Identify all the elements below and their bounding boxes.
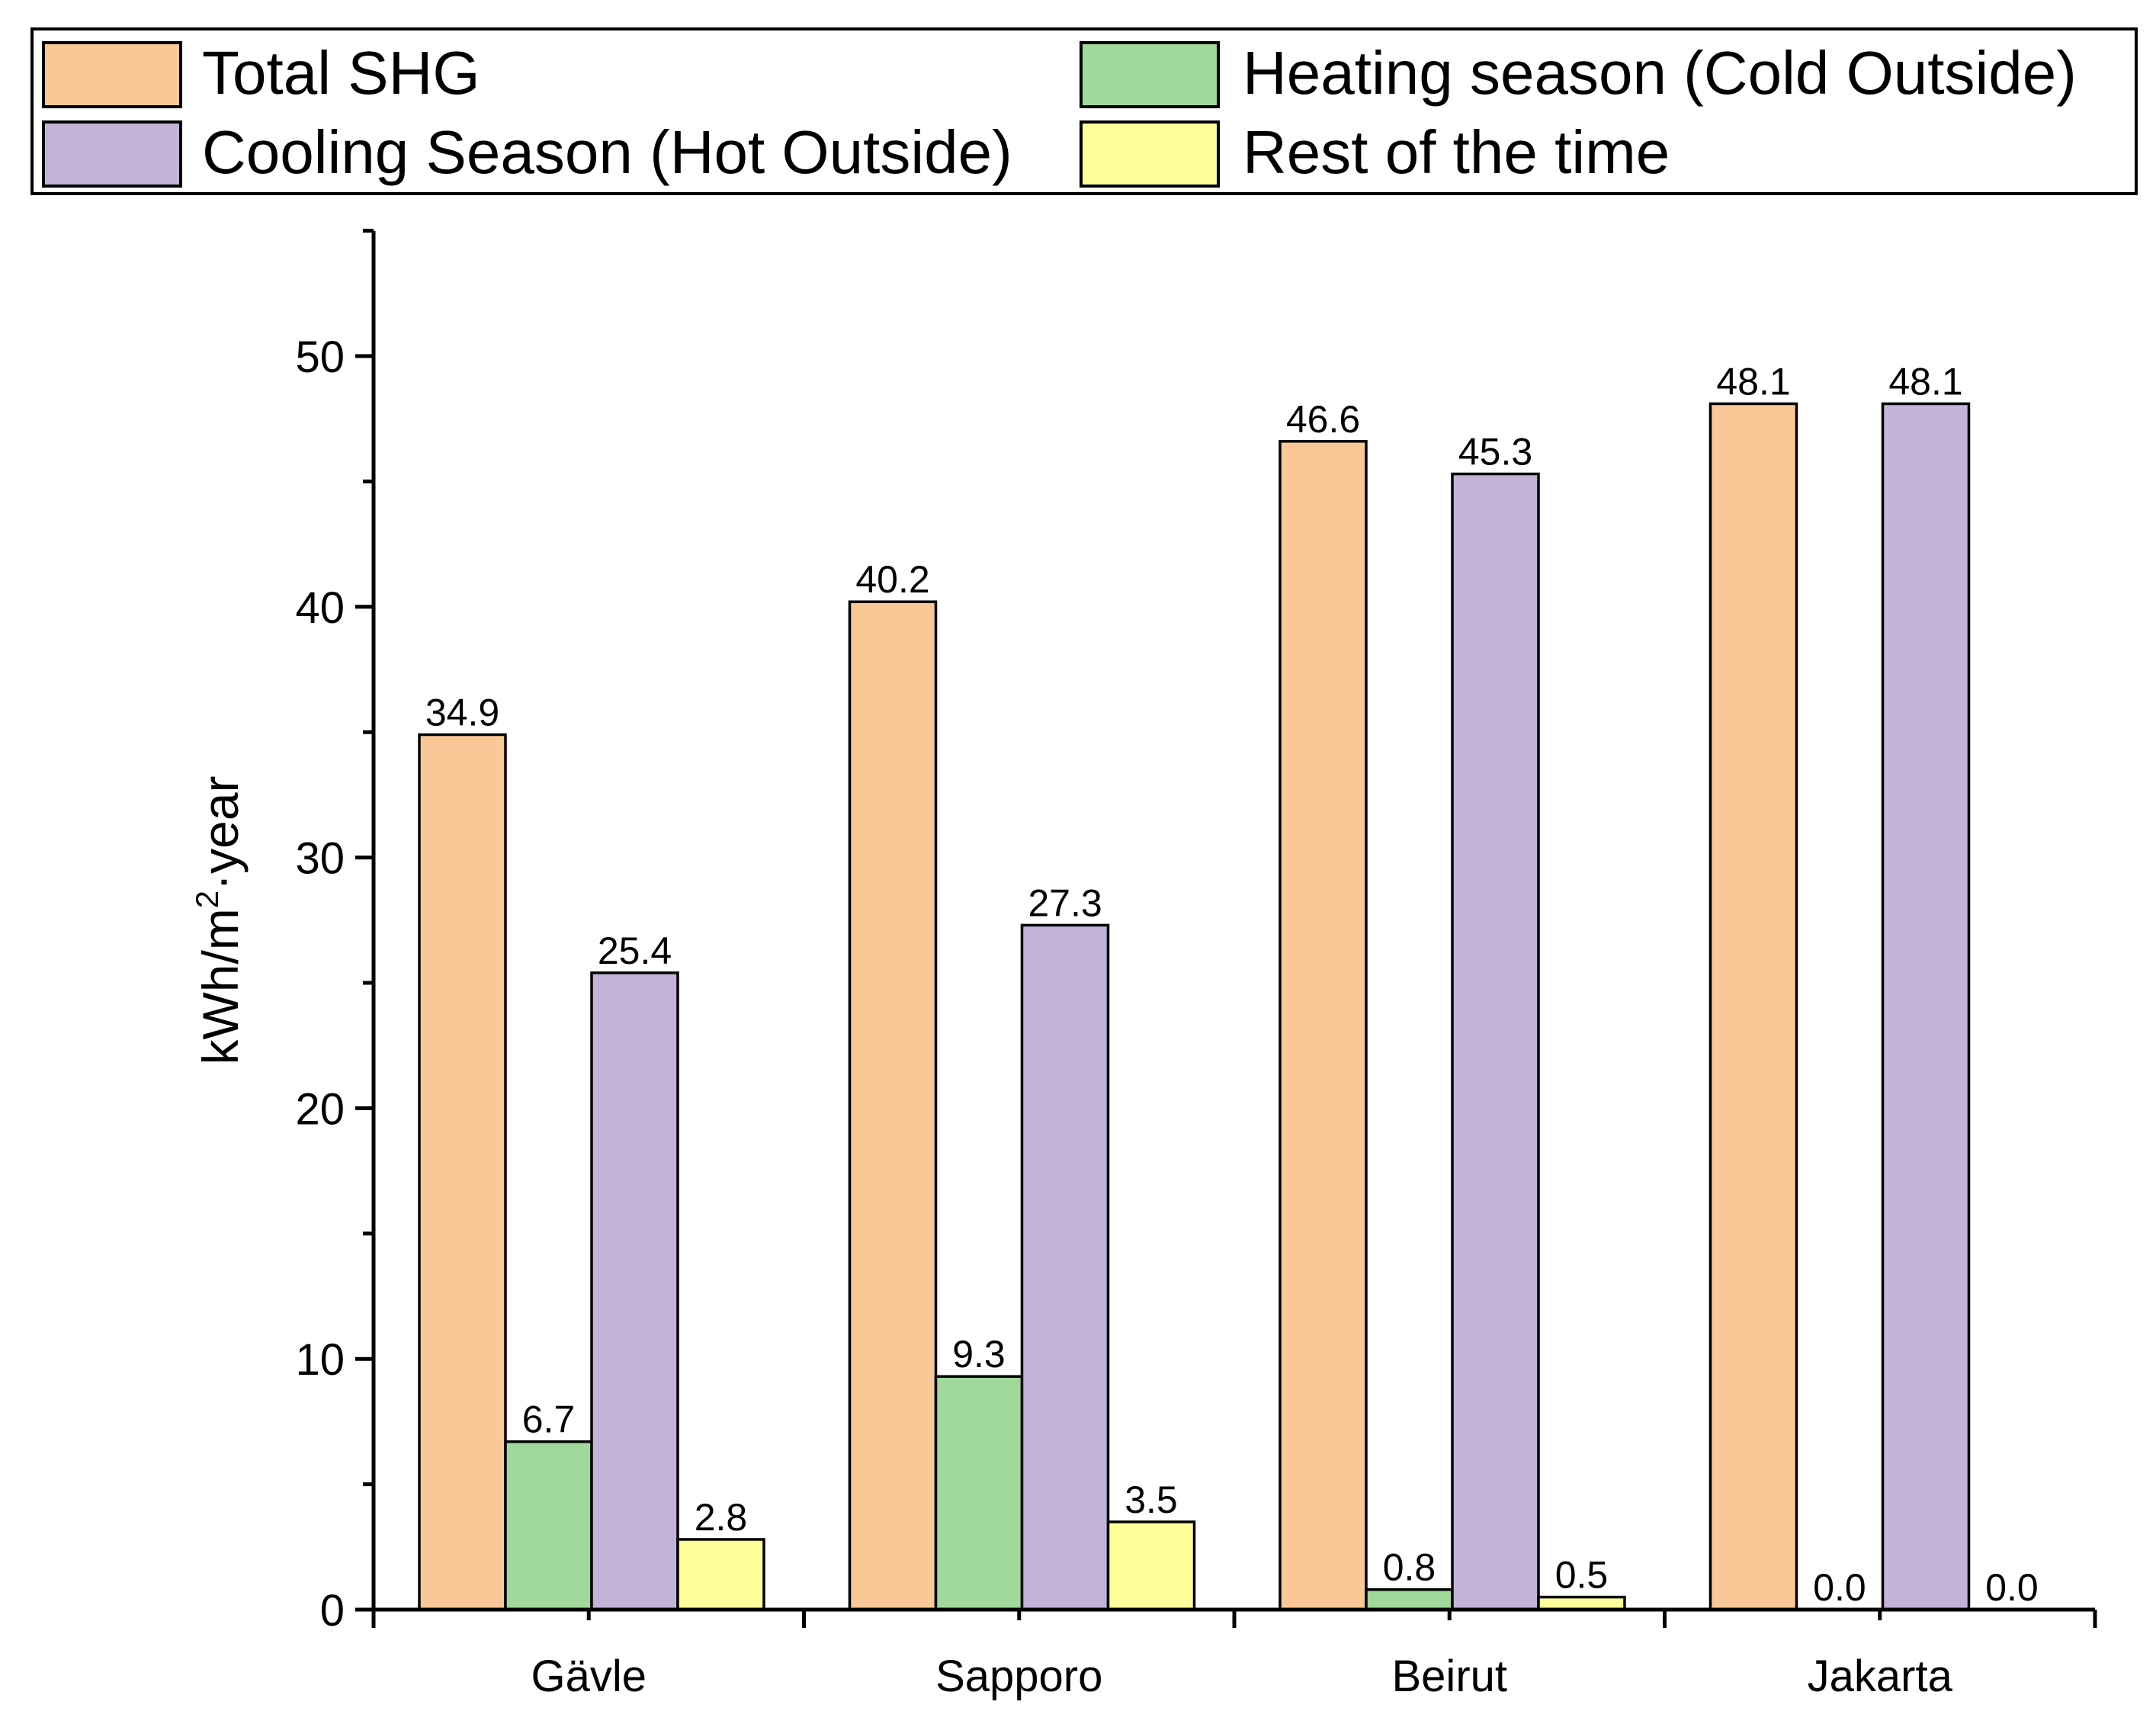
legend-label-rest-of-time: Rest of the time xyxy=(1243,118,1670,186)
x-tick-label-sapporo: Sapporo xyxy=(935,1652,1102,1701)
bar-beirut-cooling-season-hot-outside xyxy=(1451,472,1540,1611)
data-label-sapporo-heating-season-cold-outside: 9.3 xyxy=(952,1333,1006,1376)
legend-swatch-rest-of-time xyxy=(1080,120,1220,188)
bar-gavle-heating-season-cold-outside xyxy=(504,1440,593,1611)
data-label-beirut-rest-of-the-time: 0.5 xyxy=(1555,1554,1609,1597)
y-ticks: 0 10 20 30 40 50 xyxy=(295,229,374,1636)
legend-label-cooling-season: Cooling Season (Hot Outside) xyxy=(202,118,1012,186)
data-label-beirut-cooling-season-hot-outside: 45.3 xyxy=(1458,431,1532,474)
data-label-beirut-heating-season-cold-outside: 0.8 xyxy=(1383,1546,1436,1589)
y-axis-title-suffix: ·year xyxy=(192,775,249,890)
y-tick-label-40: 40 xyxy=(295,583,345,633)
data-label-sapporo-cooling-season-hot-outside: 27.3 xyxy=(1028,881,1102,924)
data-label-gavle-cooling-season-hot-outside: 25.4 xyxy=(598,929,672,972)
legend: Total SHG Heating season (Cold Outside) … xyxy=(30,27,2138,195)
legend-swatch-total-shg xyxy=(42,41,182,108)
data-label-gavle-heating-season-cold-outside: 6.7 xyxy=(522,1398,576,1441)
y-axis-title-prefix: kWh/m xyxy=(192,908,249,1064)
x-tick-label-beirut: Beirut xyxy=(1391,1652,1507,1701)
y-tick-label-50: 50 xyxy=(295,332,345,382)
axes: 0 10 20 30 40 50 Gävle Sapporo Beirut Jakarta xyxy=(295,229,2097,1701)
bar-sapporo-heating-season-cold-outside xyxy=(934,1375,1024,1611)
legend-label-heating-season: Heating season (Cold Outside) xyxy=(1243,39,2077,107)
data-label-beirut-total-shg: 46.6 xyxy=(1286,398,1360,441)
data-label-jakarta-cooling-season-hot-outside: 48.1 xyxy=(1888,360,1962,403)
bar-gavle-cooling-season-hot-outside xyxy=(590,971,679,1611)
bars-group xyxy=(418,402,1971,1611)
y-tick-label-10: 10 xyxy=(295,1335,345,1385)
bar-beirut-heating-season-cold-outside xyxy=(1365,1588,1454,1611)
y-tick-label-0: 0 xyxy=(320,1586,345,1636)
data-label-jakarta-total-shg: 48.1 xyxy=(1716,360,1790,403)
bar-sapporo-cooling-season-hot-outside xyxy=(1020,923,1110,1611)
data-label-jakarta-heating-season-cold-outside: 0.0 xyxy=(1813,1566,1866,1609)
y-axis-title-superscript: 2 xyxy=(189,891,225,908)
data-labels-group: 34.9 6.7 25.4 2.8 40.2 9.3 27.3 3.5 46.6 0.8 45.3 0… xyxy=(425,360,2039,1609)
y-axis-title: kWh/m2·year xyxy=(189,775,249,1064)
data-label-sapporo-total-shg: 40.2 xyxy=(855,558,929,601)
data-label-gavle-total-shg: 34.9 xyxy=(425,691,499,734)
data-label-gavle-rest-of-the-time: 2.8 xyxy=(695,1496,748,1539)
y-tick-label-30: 30 xyxy=(295,834,345,884)
bar-gavle-total-shg xyxy=(418,733,507,1611)
bar-jakarta-cooling-season-hot-outside xyxy=(1881,402,1971,1611)
bar-sapporo-total-shg xyxy=(848,600,938,1611)
x-tick-label-jakarta: Jakarta xyxy=(1808,1652,1953,1701)
bar-beirut-total-shg xyxy=(1279,440,1368,1611)
bar-sapporo-rest-of-the-time xyxy=(1106,1520,1196,1611)
data-label-jakarta-rest-of-the-time: 0.0 xyxy=(1985,1566,2039,1609)
bar-jakarta-total-shg xyxy=(1708,402,1798,1611)
legend-swatch-cooling-season xyxy=(42,120,182,188)
legend-swatch-heating-season xyxy=(1080,41,1220,108)
bar-gavle-rest-of-the-time xyxy=(676,1538,765,1611)
data-label-sapporo-rest-of-the-time: 3.5 xyxy=(1125,1478,1178,1521)
y-tick-label-20: 20 xyxy=(295,1084,345,1134)
x-ticks: Gävle Sapporo Beirut Jakarta xyxy=(371,1610,2097,1701)
x-tick-label-gavle: Gävle xyxy=(531,1652,646,1701)
legend-label-total-shg: Total SHG xyxy=(202,39,480,107)
